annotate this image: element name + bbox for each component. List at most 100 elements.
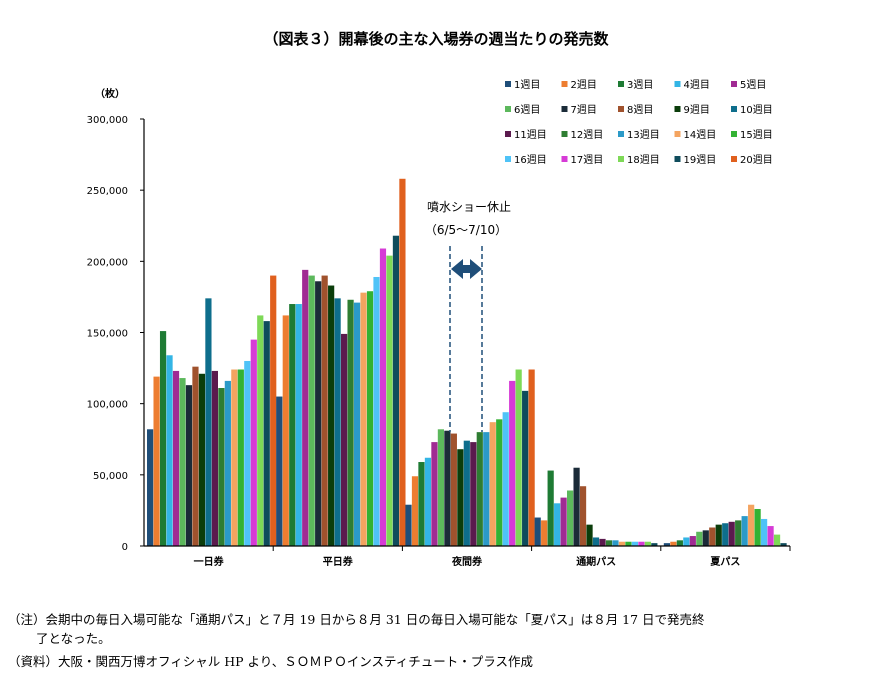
bar xyxy=(295,304,302,546)
bar xyxy=(366,291,374,546)
bar xyxy=(263,321,270,546)
bar xyxy=(709,527,716,546)
legend-label: 4週目 xyxy=(684,79,710,91)
bar xyxy=(470,442,477,546)
bar xyxy=(411,476,419,546)
legend-swatch xyxy=(731,106,737,112)
x-category-label: 夏パス xyxy=(709,556,740,568)
legend-swatch xyxy=(505,106,511,112)
bar xyxy=(360,292,367,546)
bar xyxy=(547,470,554,546)
legend-label: 2週目 xyxy=(571,79,597,91)
y-tick-label: 50,000 xyxy=(93,471,128,482)
bar xyxy=(618,541,626,546)
fountain-show-annotation: 噴水ショー休止 （6/5～7/10） xyxy=(425,200,511,432)
y-tick-label: 250,000 xyxy=(87,186,128,197)
bar xyxy=(276,396,283,546)
bar xyxy=(735,520,742,546)
bar xyxy=(509,380,516,546)
weekly-ticket-sales-chart: （図表３）開幕後の主な入場券の週当たりの発売数 （枚） 0 50,000 100,0… xyxy=(87,30,791,568)
double-arrow-icon xyxy=(451,259,482,279)
bar xyxy=(522,390,529,546)
y-axis-unit: （枚） xyxy=(95,87,125,100)
legend-label: 17週目 xyxy=(571,154,604,166)
legend-label: 3週目 xyxy=(627,79,653,91)
bar xyxy=(424,457,432,546)
bar xyxy=(599,538,606,546)
legend-label: 14週目 xyxy=(684,129,717,141)
legend-label: 20週目 xyxy=(740,154,773,166)
bar xyxy=(728,521,735,546)
legend-label: 18週目 xyxy=(627,154,660,166)
bar xyxy=(579,486,587,546)
legend-swatch xyxy=(618,131,624,137)
y-tick-label: 150,000 xyxy=(87,329,128,340)
bar xyxy=(308,275,315,546)
bar xyxy=(528,369,535,546)
legend-label: 11週目 xyxy=(514,129,547,141)
bar xyxy=(754,508,761,546)
legend-label: 7週目 xyxy=(571,104,597,116)
bar xyxy=(282,315,289,546)
bar xyxy=(670,541,677,546)
bar xyxy=(702,530,709,546)
bar xyxy=(722,523,729,546)
bar xyxy=(334,298,341,546)
bar xyxy=(463,440,470,546)
x-category-label: 通期パス xyxy=(576,555,616,568)
bar xyxy=(683,537,690,546)
bar xyxy=(489,422,496,546)
bar xyxy=(592,537,600,546)
bar xyxy=(450,433,457,546)
note-1-line2: 了となった。 xyxy=(36,631,111,646)
bar xyxy=(231,369,238,546)
bar xyxy=(224,380,231,546)
bar xyxy=(379,248,387,546)
legend: 1週目 2週目 3週目 4週目 5週目 6週目 7週目 8週目 9週目 10週目 11週目 12週目 1… xyxy=(505,79,773,166)
source-note: （資料）大阪・関西万博オフィシャル HP より、ＳＯＭＰＯインスティチュート・プ… xyxy=(8,654,534,669)
bar xyxy=(502,412,509,546)
bar xyxy=(347,299,354,546)
bar xyxy=(567,490,574,546)
bar xyxy=(715,524,722,546)
bar xyxy=(172,370,180,546)
bar xyxy=(644,541,651,546)
bar xyxy=(373,276,380,546)
note-1-line1: （注）会期中の毎日入場可能な「通期パス」と７月 19 日から８月 31 日の毎日… xyxy=(8,612,705,627)
x-axis-categories: 一日券 平日券 夜間券 通期パス 夏パス xyxy=(194,555,741,568)
bar xyxy=(166,355,173,546)
bar xyxy=(244,360,251,546)
bar xyxy=(250,339,257,546)
bar xyxy=(270,275,277,546)
bar xyxy=(631,541,638,546)
bar xyxy=(198,373,206,546)
legend-label: 1週目 xyxy=(514,79,540,91)
bar xyxy=(780,543,787,546)
legend-label: 6週目 xyxy=(514,104,540,116)
bar xyxy=(663,543,670,546)
legend-label: 13週目 xyxy=(627,129,660,141)
bar xyxy=(573,467,580,546)
bar xyxy=(321,275,328,546)
bar xyxy=(496,419,503,546)
x-category-label: 夜間券 xyxy=(451,555,483,568)
bar xyxy=(483,432,490,546)
bar xyxy=(586,524,593,546)
bar xyxy=(257,315,264,546)
bar xyxy=(405,504,412,546)
y-tick-label: 0 xyxy=(122,542,128,553)
legend-swatch xyxy=(618,156,624,162)
bar xyxy=(625,541,632,546)
bar xyxy=(476,432,483,546)
bar xyxy=(534,517,541,546)
bar xyxy=(605,540,613,546)
legend-label: 5週目 xyxy=(740,79,766,91)
legend-swatch xyxy=(561,156,568,162)
bar xyxy=(418,462,425,546)
legend-label: 9週目 xyxy=(684,104,710,116)
legend-swatch xyxy=(561,106,568,112)
legend-swatch xyxy=(674,106,681,112)
bar xyxy=(392,235,400,546)
bar xyxy=(353,302,361,546)
axes xyxy=(143,119,791,551)
